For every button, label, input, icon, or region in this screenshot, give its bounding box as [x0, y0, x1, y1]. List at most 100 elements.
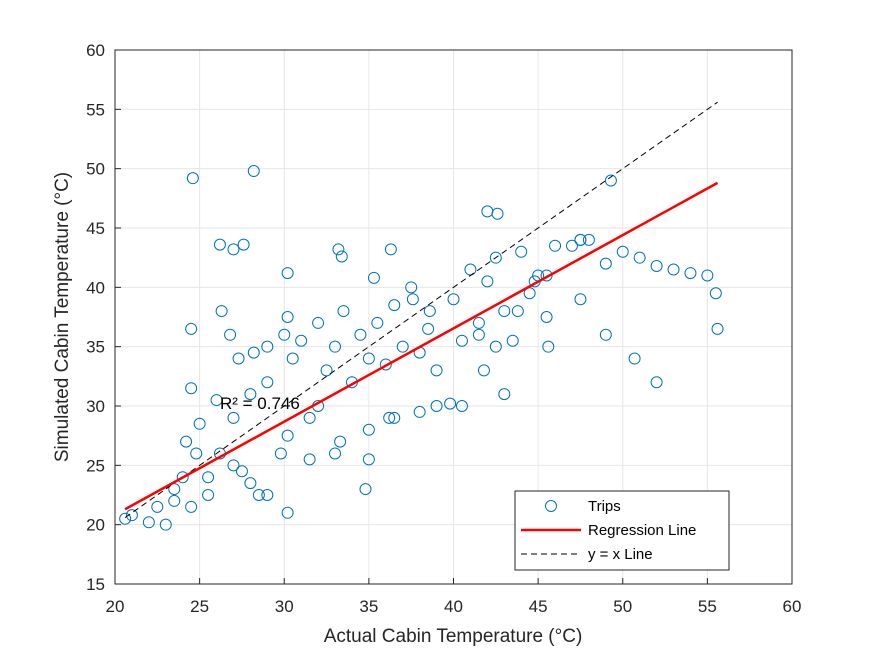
trip-point	[574, 233, 587, 246]
fit-lines	[124, 101, 719, 518]
trip-point	[565, 239, 578, 252]
x-tick-label: 45	[529, 597, 548, 616]
y-tick-label: 50	[86, 160, 105, 179]
trip-point	[193, 417, 206, 430]
trip-point	[281, 429, 294, 442]
trip-point	[709, 287, 722, 300]
trip-point	[295, 334, 308, 347]
trip-point	[359, 483, 372, 496]
trip-point	[329, 340, 342, 353]
trip-point	[261, 489, 274, 501]
trip-point	[281, 267, 294, 280]
trip-point	[227, 411, 240, 424]
trip-point	[281, 506, 294, 519]
trip-point	[235, 465, 248, 478]
y-tick-label: 45	[86, 219, 105, 238]
trip-point	[252, 489, 265, 501]
x-tick-label: 35	[359, 597, 378, 616]
trip-point	[481, 275, 494, 288]
trip-point	[498, 388, 511, 401]
trip-point	[388, 411, 401, 424]
trip-point	[159, 518, 172, 531]
trip-point	[371, 316, 384, 329]
y-tick-label: 30	[86, 397, 105, 416]
y-tick-label: 25	[86, 456, 105, 475]
trip-point	[362, 423, 375, 436]
trip-point	[423, 305, 436, 318]
legend-marker-trips	[545, 500, 557, 512]
trip-point	[210, 394, 223, 407]
trip-point	[628, 352, 641, 365]
trip-point	[176, 471, 189, 484]
trip-point	[455, 334, 468, 347]
y-tick-label: 55	[86, 100, 105, 119]
trip-point	[278, 328, 291, 341]
legend-label-identity: y = x Line	[588, 546, 653, 563]
trip-point	[281, 311, 294, 323]
trip-point	[185, 382, 198, 395]
trip-point	[383, 411, 396, 424]
trip-point	[491, 207, 504, 220]
trip-point	[237, 238, 250, 251]
trip-point	[261, 376, 274, 389]
trip-point	[599, 328, 612, 341]
legend-label-trips: Trips	[588, 498, 621, 515]
trip-point	[244, 388, 257, 401]
trip-point	[633, 251, 646, 264]
trip-point	[224, 328, 237, 341]
trip-point	[329, 447, 342, 460]
trip-point	[202, 471, 215, 484]
trip-point	[498, 305, 511, 318]
trip-point	[151, 500, 164, 513]
trip-point	[190, 447, 203, 460]
trip-point	[511, 305, 524, 318]
trip-point	[582, 233, 595, 246]
trip-point	[274, 447, 287, 460]
trips-points	[119, 165, 724, 531]
x-tick-label: 60	[783, 597, 802, 616]
trip-point	[422, 322, 435, 335]
trip-point	[549, 239, 562, 252]
trip-point	[261, 340, 274, 353]
trip-point	[320, 364, 333, 377]
y-tick-label: 60	[86, 41, 105, 60]
trip-point	[477, 364, 490, 377]
trip-point	[244, 477, 257, 490]
trip-point	[599, 257, 612, 270]
trip-point	[489, 251, 502, 264]
y-axis-title: Simulated Cabin Temperature (°C)	[52, 172, 73, 462]
trip-point	[455, 400, 468, 412]
trip-point	[701, 269, 714, 282]
x-tick-label: 25	[190, 597, 209, 616]
trip-point	[213, 238, 226, 251]
trip-point	[396, 340, 409, 353]
trip-point	[542, 340, 555, 353]
trip-point	[472, 316, 485, 329]
trip-point	[227, 459, 240, 472]
trip-point	[388, 299, 401, 312]
legend: Trips Regression Line y = x Line	[514, 490, 730, 571]
x-tick-label: 20	[106, 597, 125, 616]
trip-point	[650, 376, 663, 389]
trip-point	[489, 340, 502, 353]
x-axis-title: Actual Cabin Temperature (°C)	[324, 626, 583, 647]
trip-point	[303, 411, 316, 424]
trip-point	[384, 243, 397, 256]
trip-point	[430, 364, 443, 377]
trip-point	[334, 435, 347, 448]
r-squared-annotation: R² = 0.746	[220, 394, 300, 413]
trip-point	[227, 243, 240, 256]
trip-point	[506, 334, 519, 347]
x-tick-label: 30	[275, 597, 294, 616]
trip-point	[405, 281, 418, 294]
identity-line	[124, 101, 718, 518]
trip-point	[142, 516, 155, 529]
trip-point	[684, 267, 697, 280]
trip-point	[186, 172, 199, 185]
trip-point	[650, 259, 663, 272]
y-tick-label: 40	[86, 278, 105, 297]
trip-point	[168, 494, 181, 507]
trip-point	[362, 453, 375, 466]
x-tick-label: 55	[698, 597, 717, 616]
